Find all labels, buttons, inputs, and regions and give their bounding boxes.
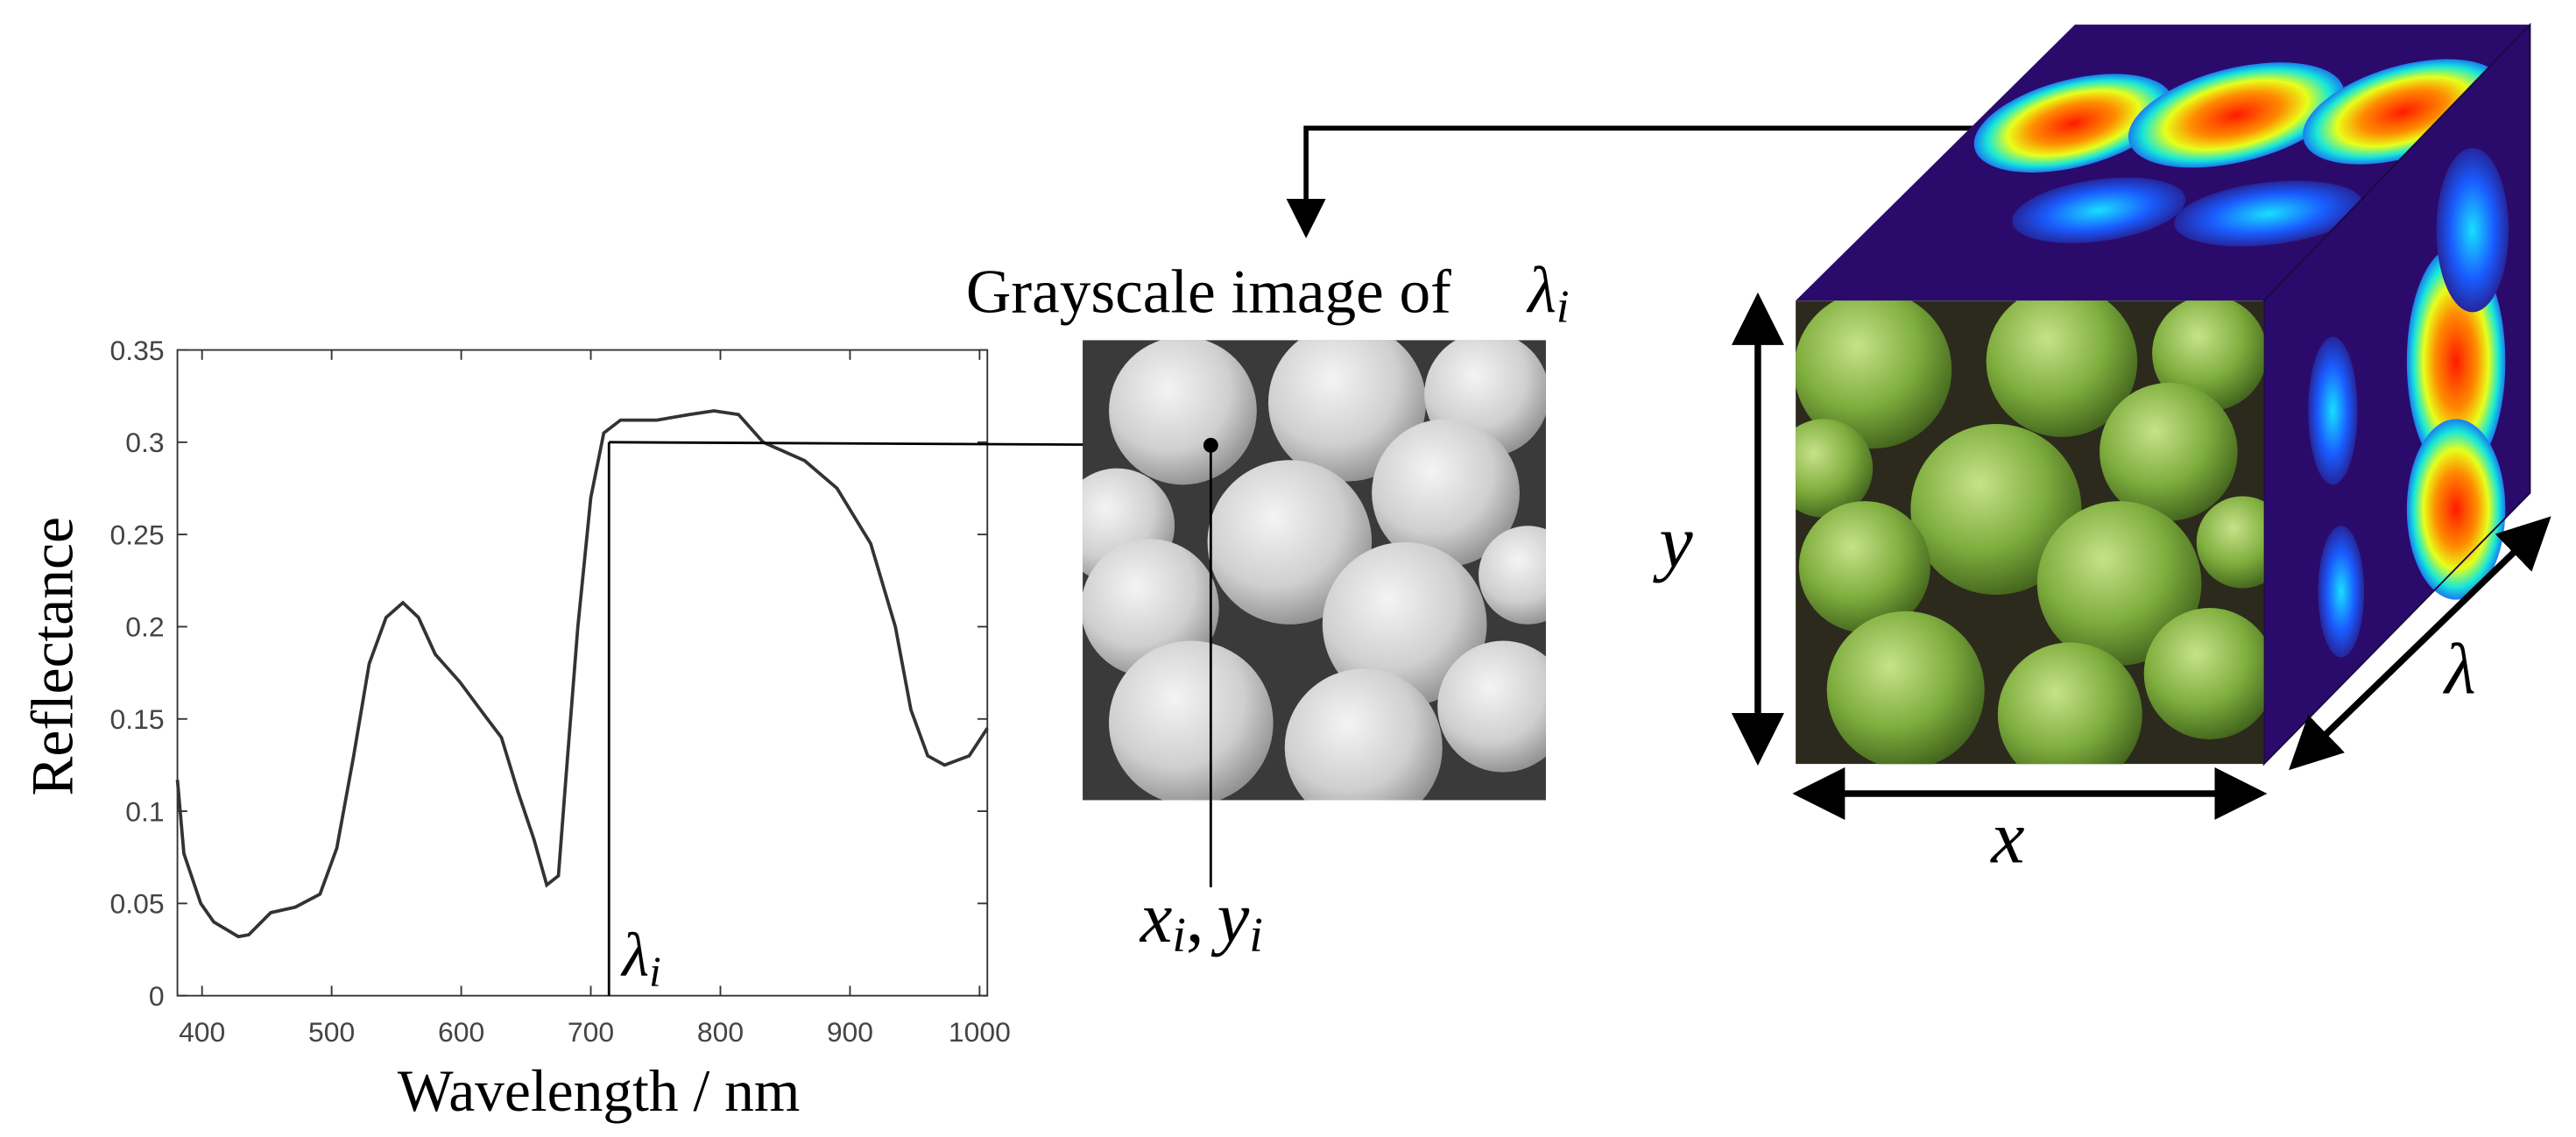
y-tick-label: 0.3 (125, 427, 164, 458)
x-axis-label: Wavelength / nm (398, 1058, 801, 1124)
x-tick-label: 500 (308, 1016, 355, 1048)
lambda-arrow (2288, 516, 2551, 771)
plot-frame (176, 349, 989, 997)
symbol: λ (1526, 254, 1556, 327)
spectrum-line (175, 409, 989, 939)
x-tick-label: 900 (827, 1016, 873, 1048)
sep: , (1186, 877, 1204, 957)
subscript: i (649, 948, 661, 995)
band-arrow (1286, 125, 1980, 238)
y: y (1211, 877, 1250, 957)
x-tick-label: 700 (568, 1016, 614, 1048)
y-label: y (1652, 499, 1693, 583)
x-tick-label: 800 (697, 1016, 744, 1048)
y-tick-label: 0.15 (110, 703, 165, 735)
x-tick-label: 1000 (949, 1016, 1011, 1048)
pixel-label: xi, yi (1140, 877, 1263, 963)
symbol: λ (620, 921, 649, 990)
y-tick-label: 0.05 (110, 888, 165, 920)
y-tick-label: 0.1 (125, 795, 164, 827)
grayscale-image (1083, 340, 1546, 801)
wavelength-label: λi (620, 921, 660, 995)
subscript: i (1556, 282, 1570, 333)
x: x (1140, 877, 1173, 957)
y-tick-label: 0.35 (110, 335, 165, 366)
y-tick-label: 0.2 (125, 611, 164, 643)
y-axis-label: Reflectance (20, 517, 86, 796)
y-tick-label: 0.25 (110, 519, 165, 550)
grayscale-symbol: λi (1526, 254, 1569, 332)
x-tick-label: 600 (438, 1016, 484, 1048)
grayscale-title: Grayscale image of (966, 257, 1451, 326)
x-sub: i (1172, 908, 1186, 963)
spectrum-chart: 0 0.05 0.1 0.15 0.2 0.25 0.3 0.35 400 500 600 700 80… (20, 335, 1211, 1124)
hypercube (1796, 22, 2531, 766)
y-sub: i (1249, 908, 1263, 963)
y-tick-label: 0 (149, 980, 165, 1012)
x-label: x (1989, 795, 2024, 879)
lambda-label: λ (2442, 629, 2476, 710)
x-tick-label: 400 (179, 1016, 225, 1048)
